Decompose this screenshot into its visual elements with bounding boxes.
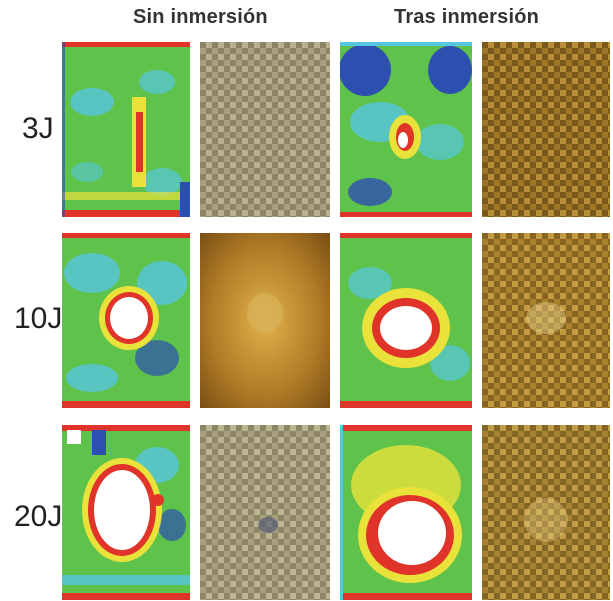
cscan-20j-after-immersion [340,425,472,600]
photo-3j-after-immersion [482,42,610,217]
photo-3j-without-immersion [200,42,330,217]
cscan-10j-without-immersion [62,233,190,408]
photo-20j-after-immersion [482,425,610,600]
row-label-10j: 10J [14,302,63,335]
header-without-immersion: Sin inmersión [133,6,268,28]
cscan-3j-without-immersion [62,42,190,217]
photo-10j-after-immersion [482,233,610,408]
cscan-10j-after-immersion [340,233,472,408]
row-label-3j: 3J [22,112,54,145]
cscan-3j-after-immersion [340,42,472,217]
photo-20j-without-immersion [200,425,330,600]
photo-10j-without-immersion [200,233,330,408]
cscan-20j-without-immersion [62,425,190,600]
row-label-20j: 20J [14,500,63,533]
header-after-immersion: Tras inmersión [394,6,540,28]
